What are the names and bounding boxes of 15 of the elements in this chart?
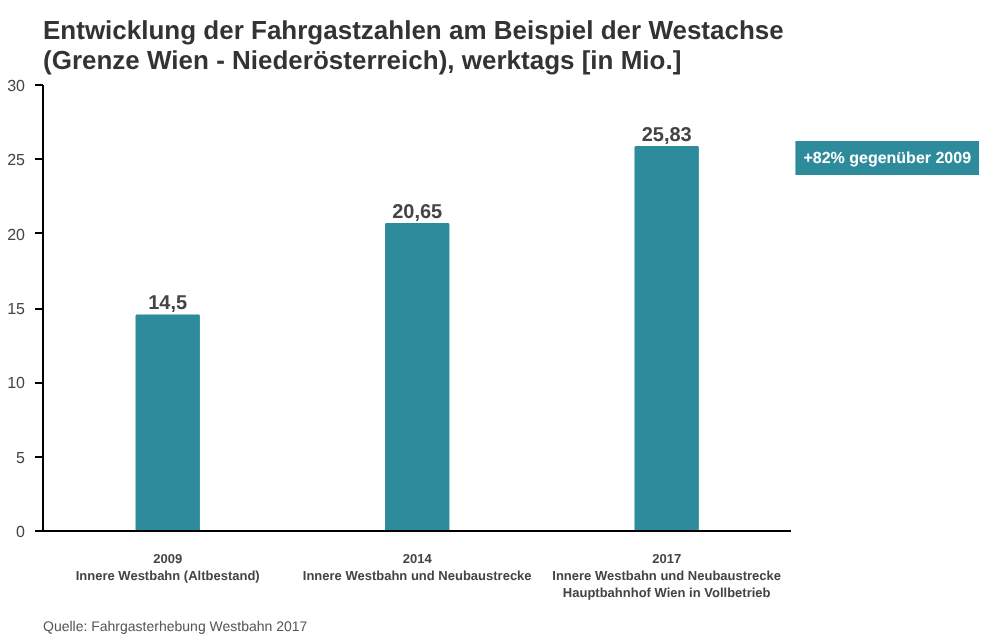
y-tick-label: 15	[7, 300, 27, 318]
y-tick-label: 20	[7, 225, 27, 244]
text: +82% gegenüber 2009	[803, 148, 973, 167]
y-tick-label: 10	[7, 374, 27, 393]
bar	[385, 223, 450, 531]
y-tick-label: 25	[7, 151, 27, 170]
bar	[634, 145, 699, 531]
y-tick-label: 30	[7, 77, 27, 95]
data-label: 25,83	[641, 124, 693, 147]
data-label: 20,65	[392, 202, 444, 224]
y-tick-label: 0	[16, 523, 27, 541]
bar	[135, 314, 200, 531]
data-label: 14,5	[148, 293, 189, 316]
y-tick-label: 5	[16, 448, 27, 467]
chart-title: Entwicklung der Fahrgastzahlen am Beispiel der Westachse (Grenze Wien - Niederösterreich), werktags [in Mio.]	[43, 15, 784, 75]
